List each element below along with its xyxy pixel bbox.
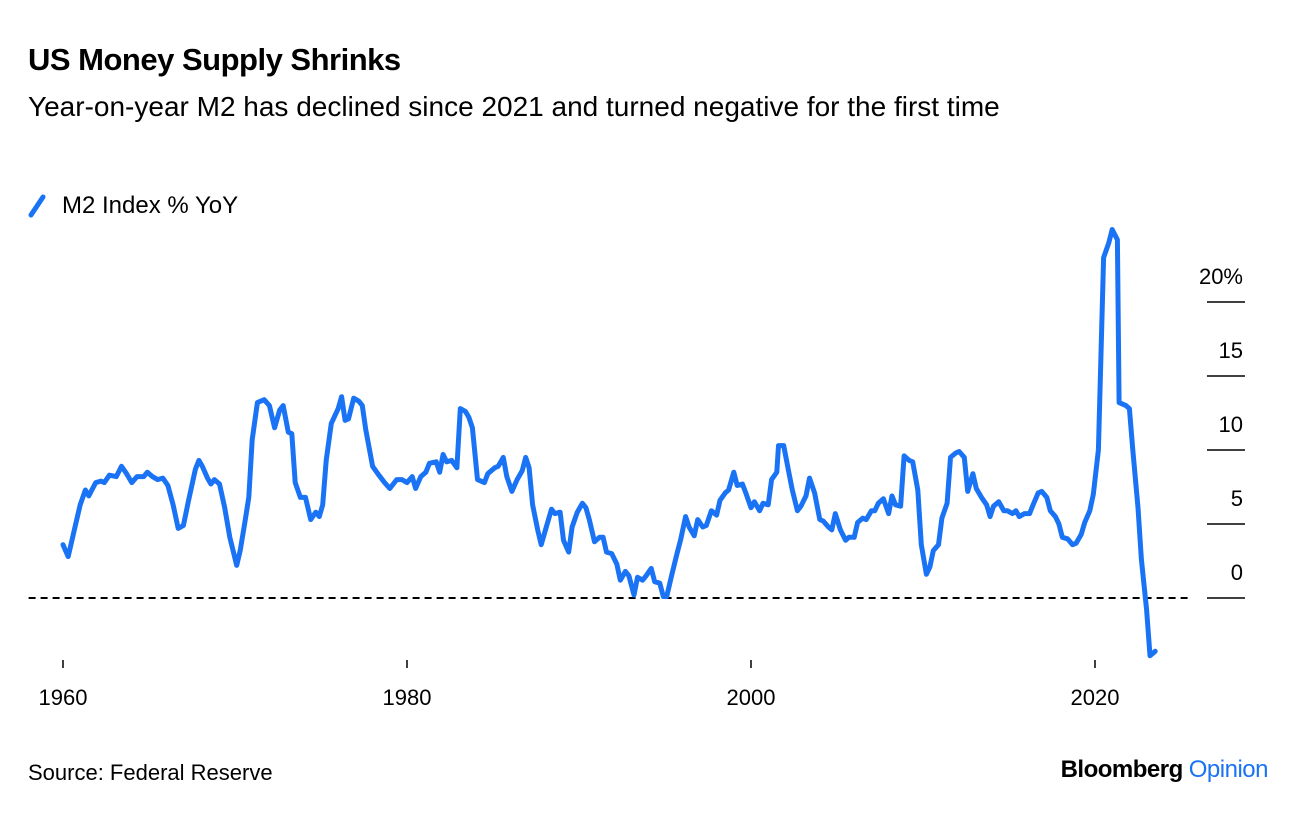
- x-tick-label: 1980: [383, 685, 432, 710]
- y-tick-label: 20%: [1199, 264, 1243, 289]
- y-tick-label: 10: [1219, 412, 1243, 437]
- credit: Bloomberg Opinion: [1060, 756, 1269, 784]
- legend-label: M2 Index % YoY: [62, 192, 239, 219]
- credit-suffix: Opinion: [1188, 756, 1269, 783]
- y-tick-label: 0: [1231, 560, 1243, 585]
- x-tick-label: 2000: [727, 685, 776, 710]
- legend-key: [28, 194, 46, 218]
- chart-title: US Money Supply Shrinks: [28, 42, 401, 77]
- x-tick-label: 2020: [1071, 685, 1120, 710]
- y-tick-label: 5: [1231, 486, 1243, 511]
- chart-subtitle: Year-on-year M2 has declined since 2021 …: [28, 91, 1000, 122]
- credit-brand: Bloomberg: [1060, 756, 1184, 783]
- chart: 0 5 10 15 20% 1960 1980 2000 2020: [28, 227, 1245, 710]
- source: Source: Federal Reserve: [28, 760, 273, 785]
- y-tick-label: 15: [1219, 338, 1243, 363]
- legend: M2 Index % YoY: [28, 192, 238, 220]
- data-line: [60, 227, 1158, 659]
- x-tick-label: 1960: [39, 685, 88, 710]
